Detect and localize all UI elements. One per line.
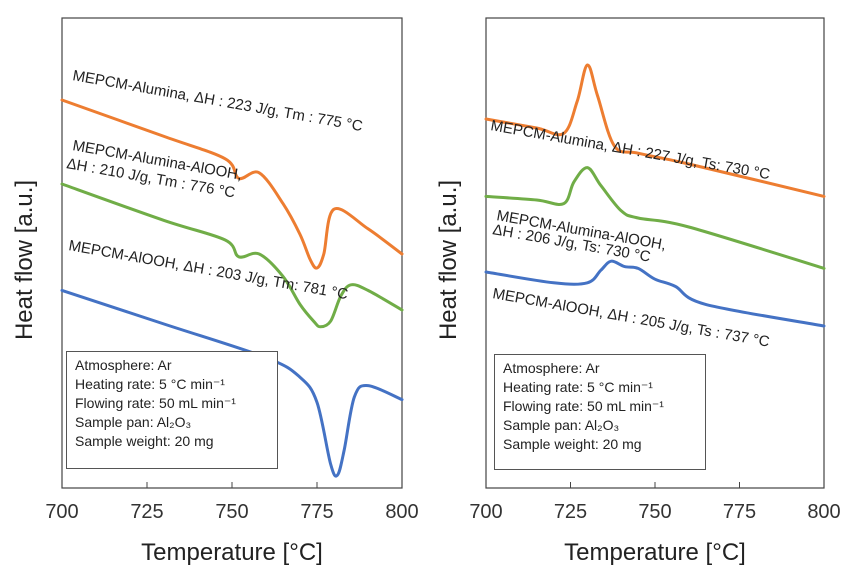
flowing-rate-text: Flowing rate: 50 mL min⁻¹ — [75, 395, 236, 411]
x-tick-label: 750 — [638, 501, 671, 523]
x-axis-label: Temperature [°C] — [564, 539, 746, 566]
curve-annotation: MEPCM-Alumina, ΔH : 227 J/g, Ts: 730 °C — [489, 117, 771, 183]
sample-pan-text: Sample pan: Al₂O₃ — [503, 417, 620, 433]
x-tick-label: 700 — [45, 501, 78, 523]
x-tick-label: 750 — [215, 501, 248, 523]
sample-pan-text: Sample pan: Al₂O₃ — [75, 414, 192, 430]
series-line — [484, 63, 826, 198]
sample-weight-text: Sample weight: 20 mg — [75, 433, 214, 449]
series-line — [60, 288, 404, 478]
curve-annotation: MEPCM-Alumina, ΔH : 223 J/g, Tm : 775 °C — [71, 67, 364, 135]
series-line — [60, 98, 404, 270]
curve-annotation: MEPCM-AlOOH, ΔH : 205 J/g, Ts : 737 °C — [491, 285, 771, 351]
x-tick-label: 700 — [469, 501, 502, 523]
atmosphere-text: Atmosphere: Ar — [75, 357, 172, 373]
x-axis-label: Temperature [°C] — [141, 539, 323, 566]
x-tick-label: 775 — [723, 501, 756, 523]
heating-rate-text: Heating rate: 5 °C min⁻¹ — [503, 379, 653, 395]
atmosphere-text: Atmosphere: Ar — [503, 360, 600, 376]
conditions-box-right: Atmosphere: Ar Heating rate: 5 °C min⁻¹ … — [494, 354, 706, 470]
x-tick-label: 800 — [807, 501, 840, 523]
y-axis-label: Heat flow [a.u.] — [11, 180, 38, 340]
sample-weight-text: Sample weight: 20 mg — [503, 436, 642, 452]
series-line — [484, 259, 826, 328]
series-line — [484, 166, 826, 270]
series-line — [60, 182, 404, 329]
conditions-box-left: Atmosphere: Ar Heating rate: 5 °C min⁻¹ … — [66, 351, 278, 469]
x-tick-label: 725 — [554, 501, 587, 523]
x-tick-label: 775 — [300, 501, 333, 523]
x-tick-label: 800 — [385, 501, 418, 523]
x-tick-label: 725 — [130, 501, 163, 523]
flowing-rate-text: Flowing rate: 50 mL min⁻¹ — [503, 398, 664, 414]
heating-rate-text: Heating rate: 5 °C min⁻¹ — [75, 376, 225, 392]
y-axis-label: Heat flow [a.u.] — [435, 180, 462, 340]
curve-annotation: MEPCM-AlOOH, ΔH : 203 J/g, Tm: 781 °C — [67, 237, 349, 303]
